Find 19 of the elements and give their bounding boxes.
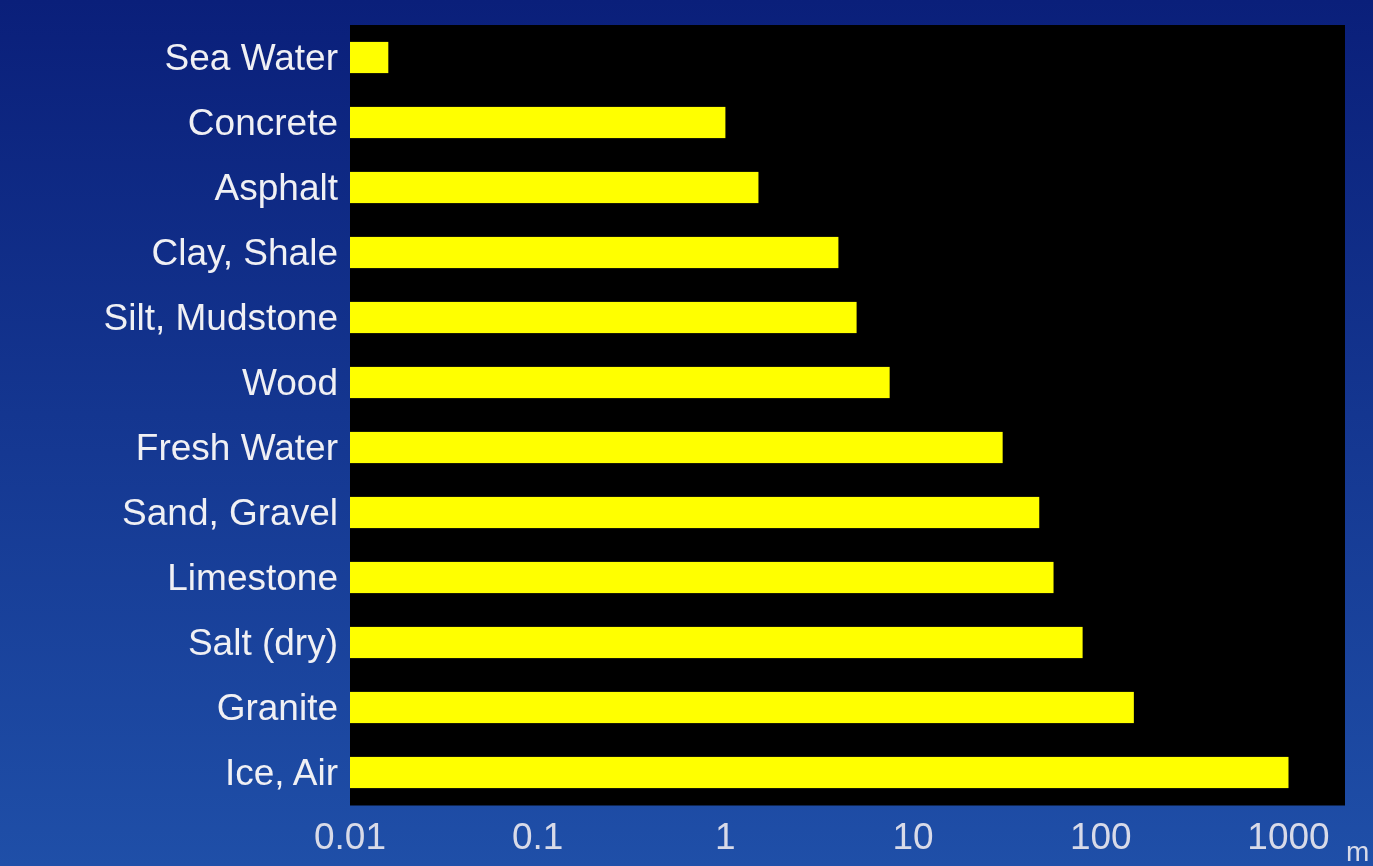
y-tick-label: Concrete xyxy=(187,102,338,143)
y-tick-label: Salt (dry) xyxy=(187,622,338,663)
y-tick-label: Silt, Mudstone xyxy=(103,297,338,338)
y-tick-label: Granite xyxy=(216,687,338,728)
y-tick-label: Wood xyxy=(242,362,338,403)
y-tick-label: Ice, Air xyxy=(224,752,338,793)
y-tick-label: Clay, Shale xyxy=(151,232,338,273)
y-tick-label: Sea Water xyxy=(164,37,338,78)
x-tick-label: 1000 xyxy=(1247,816,1330,857)
x-tick-label: 0.1 xyxy=(511,816,564,857)
x-tick-label: 10 xyxy=(892,816,934,857)
y-tick-label: Fresh Water xyxy=(135,427,338,468)
y-tick-label: Sand, Gravel xyxy=(122,492,338,533)
y-tick-label: Asphalt xyxy=(214,167,339,208)
y-tick-label: Limestone xyxy=(167,557,338,598)
x-tick-label: 1 xyxy=(715,816,736,857)
x-axis-title: m xyxy=(1346,836,1370,866)
x-tick-label: 0.01 xyxy=(313,816,387,857)
x-tick-label: 100 xyxy=(1069,816,1132,857)
